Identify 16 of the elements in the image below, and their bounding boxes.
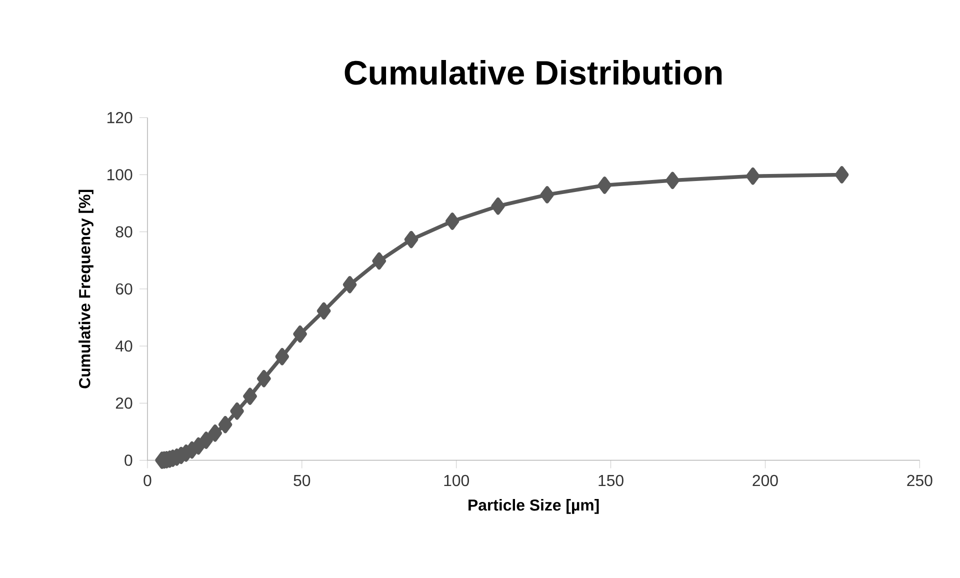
chart-title: Cumulative Distribution (344, 60, 722, 85)
x-axis-title: Particle Size [µm] (468, 498, 599, 514)
x-tick-label: 150 (598, 474, 624, 486)
y-tick-label: 60 (116, 283, 132, 294)
y-tick-label: 0 (124, 454, 132, 466)
x-tick-label: 50 (294, 474, 310, 486)
y-tick-label: 20 (116, 397, 132, 409)
x-tick-label: 100 (444, 474, 469, 486)
y-tick-label: 40 (116, 340, 132, 352)
y-axis-title: Cumulative Frequency [%] (78, 190, 94, 388)
y-tick-label: 120 (107, 112, 132, 124)
x-tick-label: 250 (907, 474, 932, 486)
x-tick-label: 0 (144, 474, 152, 486)
y-tick-label: 80 (116, 226, 132, 238)
y-tick-label: 100 (107, 168, 132, 180)
x-tick-label: 200 (752, 474, 778, 486)
